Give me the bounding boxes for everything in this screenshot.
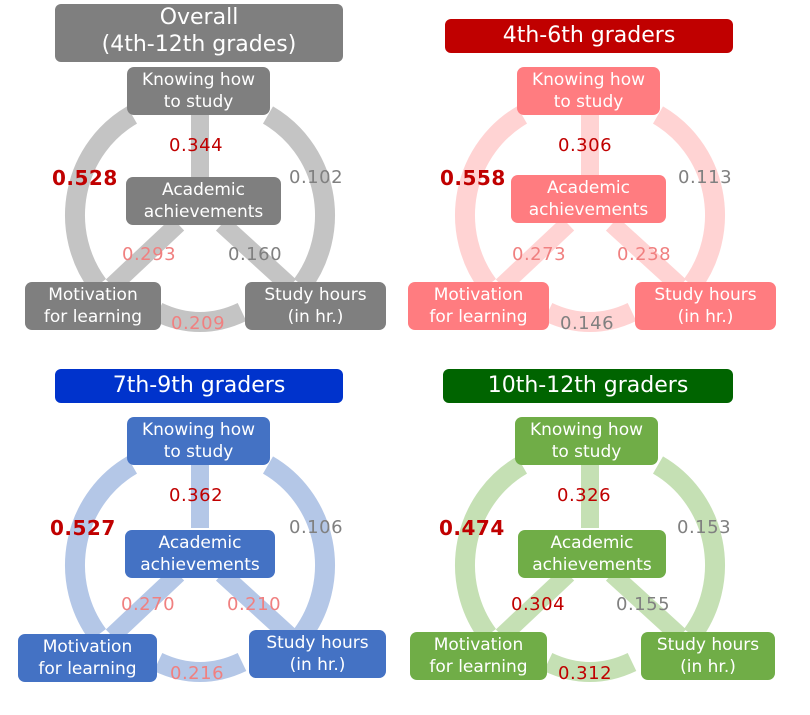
node-motivation-for-learning: Motivation for learning [25,282,161,330]
path-diagram-overall [65,106,335,332]
node-knowing-how-to-study: Knowing how to study [515,417,658,465]
node-academic-achievements: Academic achievements [125,530,275,578]
coef-motivation-academic: 0.270 [121,594,176,615]
coef-knowing-academic: 0.344 [169,135,224,156]
coef-motivation-hours: 0.216 [170,663,225,684]
ring-knowing-hours [652,106,725,291]
coef-motivation-hours: 0.312 [558,663,613,684]
coef-hours-academic: 0.210 [227,594,282,615]
coef-knowing-academic: 0.362 [169,485,224,506]
link-academic-hours [215,217,297,293]
coef-hours-academic: 0.160 [228,244,283,265]
link-academic-hours [605,217,687,293]
coef-knowing-motivation: 0.474 [439,516,505,540]
link-academic-hours [605,567,687,643]
coef-knowing-academic: 0.326 [557,485,612,506]
ring-motivation-hours [153,652,247,682]
node-academic-achievements: Academic achievements [518,530,666,578]
panel-title: 10th-12th graders [443,369,733,403]
link-academic-motivation [105,217,185,293]
panel-title: 7th-9th graders [55,369,343,403]
node-motivation-for-learning: Motivation for learning [408,282,549,330]
node-knowing-how-to-study: Knowing how to study [127,67,270,115]
coef-hours-academic: 0.238 [617,244,672,265]
link-academic-motivation [495,567,575,643]
coef-hours-academic: 0.155 [616,594,671,615]
coef-knowing-hours: 0.102 [289,167,344,188]
node-knowing-how-to-study: Knowing how to study [517,67,660,115]
coef-motivation-academic: 0.293 [122,244,177,265]
panel-title: 4th-6th graders [445,19,733,53]
coef-knowing-motivation: 0.527 [50,516,116,540]
link-academic-hours [215,567,297,643]
coef-motivation-hours: 0.209 [171,313,226,334]
node-academic-achievements: Academic achievements [126,177,281,225]
node-study-hours: Study hours (in hr.) [249,630,386,678]
path-diagram-7th-9th [65,456,335,682]
ring-knowing-hours [262,106,335,291]
ring-knowing-hours [262,456,335,641]
coef-knowing-motivation: 0.558 [440,166,506,190]
coef-knowing-hours: 0.106 [289,517,344,538]
coef-motivation-academic: 0.273 [512,244,567,265]
panel-overall: Overall (4th-12th grades) Knowing how to… [0,0,405,357]
node-motivation-for-learning: Motivation for learning [410,632,547,680]
ring-knowing-motivation [65,106,138,291]
link-academic-motivation [495,217,575,293]
coef-knowing-hours: 0.113 [678,167,733,188]
coef-motivation-hours: 0.146 [560,313,615,334]
node-academic-achievements: Academic achievements [511,175,666,223]
ring-knowing-motivation [455,106,528,291]
panel-7th-9th: 7th-9th graders Knowing how to study Aca… [0,350,405,707]
node-study-hours: Study hours (in hr.) [635,282,776,330]
node-study-hours: Study hours (in hr.) [641,632,775,680]
panel-title: Overall (4th-12th grades) [55,4,343,62]
path-diagram-10th-12th [455,456,725,682]
link-academic-motivation [105,567,185,643]
ring-motivation-hours [543,302,637,332]
panel-4th-6th: 4th-6th graders Knowing how to study Aca… [390,0,795,357]
coef-knowing-hours: 0.153 [677,517,732,538]
ring-motivation-hours [153,302,247,332]
path-diagram-4th-6th [455,106,725,332]
node-knowing-how-to-study: Knowing how to study [127,417,270,465]
ring-knowing-motivation [65,456,138,641]
ring-motivation-hours [543,652,637,682]
node-study-hours: Study hours (in hr.) [245,282,386,330]
coef-knowing-academic: 0.306 [558,135,613,156]
panel-10th-12th: 10th-12th graders Knowing how to study A… [390,350,795,707]
ring-knowing-hours [652,456,725,641]
coef-knowing-motivation: 0.528 [52,166,118,190]
ring-knowing-motivation [455,456,528,641]
coef-motivation-academic: 0.304 [511,594,566,615]
node-motivation-for-learning: Motivation for learning [18,634,157,682]
